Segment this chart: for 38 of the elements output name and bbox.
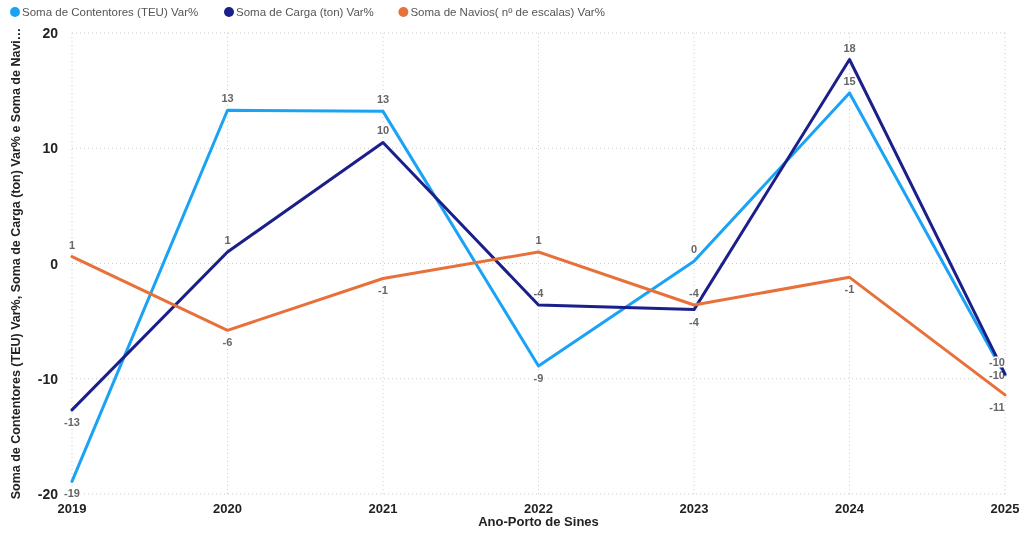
data-label: -10 bbox=[989, 369, 1005, 382]
x-axis-title: Ano-Porto de Sines bbox=[478, 514, 599, 529]
data-label: 13 bbox=[376, 93, 390, 106]
x-tick-label: 2019 bbox=[57, 501, 87, 516]
y-tick-label: 20 bbox=[42, 25, 59, 41]
legend-label: Soma de Contentores (TEU) Var% bbox=[22, 6, 199, 18]
y-tick-label: 0 bbox=[50, 255, 59, 272]
data-label: 18 bbox=[843, 41, 856, 54]
y-axis-title: Soma de Contentores (TEU) Var%, Soma de Carga (ton) Var% e Soma de Navi… bbox=[9, 27, 23, 500]
x-tick-label: 2023 bbox=[679, 501, 709, 516]
y-tick-label: 10 bbox=[42, 140, 59, 157]
y-tick-label: -10 bbox=[37, 370, 59, 387]
x-tick-label: 2024 bbox=[835, 501, 865, 516]
legend-label: Soma de Navios( nº de escalas) Var% bbox=[410, 6, 605, 18]
legend-label: Soma de Carga (ton) Var% bbox=[236, 6, 374, 18]
x-tick-label: 2022 bbox=[524, 501, 553, 516]
data-label: -6 bbox=[222, 336, 233, 349]
x-tick-label: 2025 bbox=[990, 501, 1020, 516]
y-tick-label: -20 bbox=[37, 486, 59, 502]
data-label: -4 bbox=[533, 286, 545, 299]
data-label: -4 bbox=[689, 286, 700, 299]
data-label: -4 bbox=[689, 315, 700, 328]
data-label: -19 bbox=[64, 487, 80, 500]
data-label: -1 bbox=[378, 284, 388, 297]
data-label: 13 bbox=[221, 92, 234, 105]
data-label: -11 bbox=[989, 400, 1005, 413]
x-tick-label: 2020 bbox=[213, 501, 242, 516]
data-label: -9 bbox=[533, 372, 544, 385]
line-series bbox=[70, 58, 1007, 412]
data-label: 10 bbox=[376, 124, 390, 137]
data-label: 0 bbox=[690, 243, 698, 256]
data-label: 1 bbox=[68, 238, 76, 251]
data-label: -13 bbox=[64, 415, 80, 428]
data-label: 1 bbox=[224, 233, 231, 246]
data-label: 15 bbox=[843, 74, 856, 87]
data-label: -1 bbox=[844, 283, 855, 296]
data-label: 1 bbox=[535, 233, 542, 246]
x-tick-label: 2021 bbox=[368, 501, 398, 516]
